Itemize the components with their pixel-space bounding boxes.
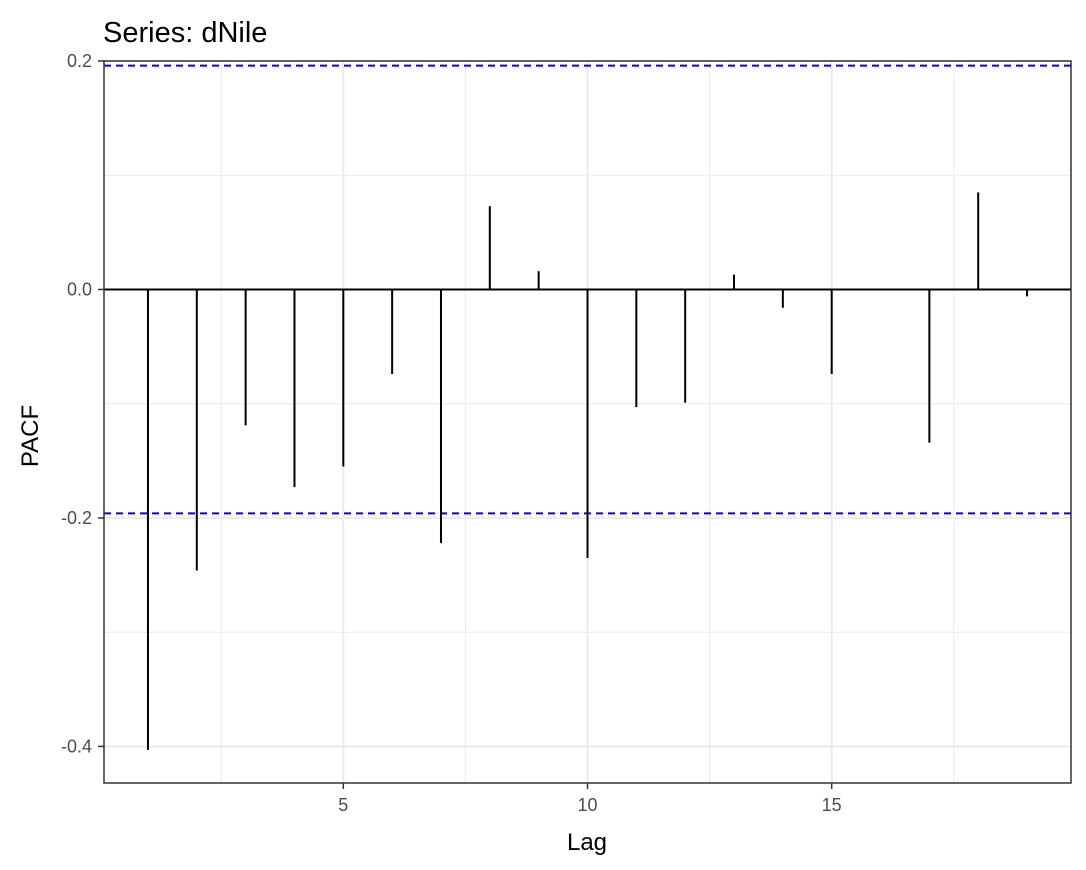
y-tick-label: -0.2 — [61, 508, 92, 528]
x-tick-label: 15 — [822, 795, 842, 815]
y-tick-label: -0.4 — [61, 736, 92, 756]
y-tick-label: 0.2 — [67, 51, 92, 71]
chart-title: Series: dNile — [103, 17, 267, 49]
x-tick-label: 10 — [577, 795, 597, 815]
y-tick-label: 0.0 — [67, 279, 92, 299]
y-axis: -0.4 -0.2 0.0 0.2 — [61, 51, 104, 756]
x-axis: 5 10 15 — [338, 783, 842, 815]
x-axis-title: Lag — [567, 829, 607, 856]
pacf-bars — [104, 192, 1071, 750]
y-axis-title: PACF — [17, 405, 44, 467]
x-tick-label: 5 — [338, 795, 348, 815]
